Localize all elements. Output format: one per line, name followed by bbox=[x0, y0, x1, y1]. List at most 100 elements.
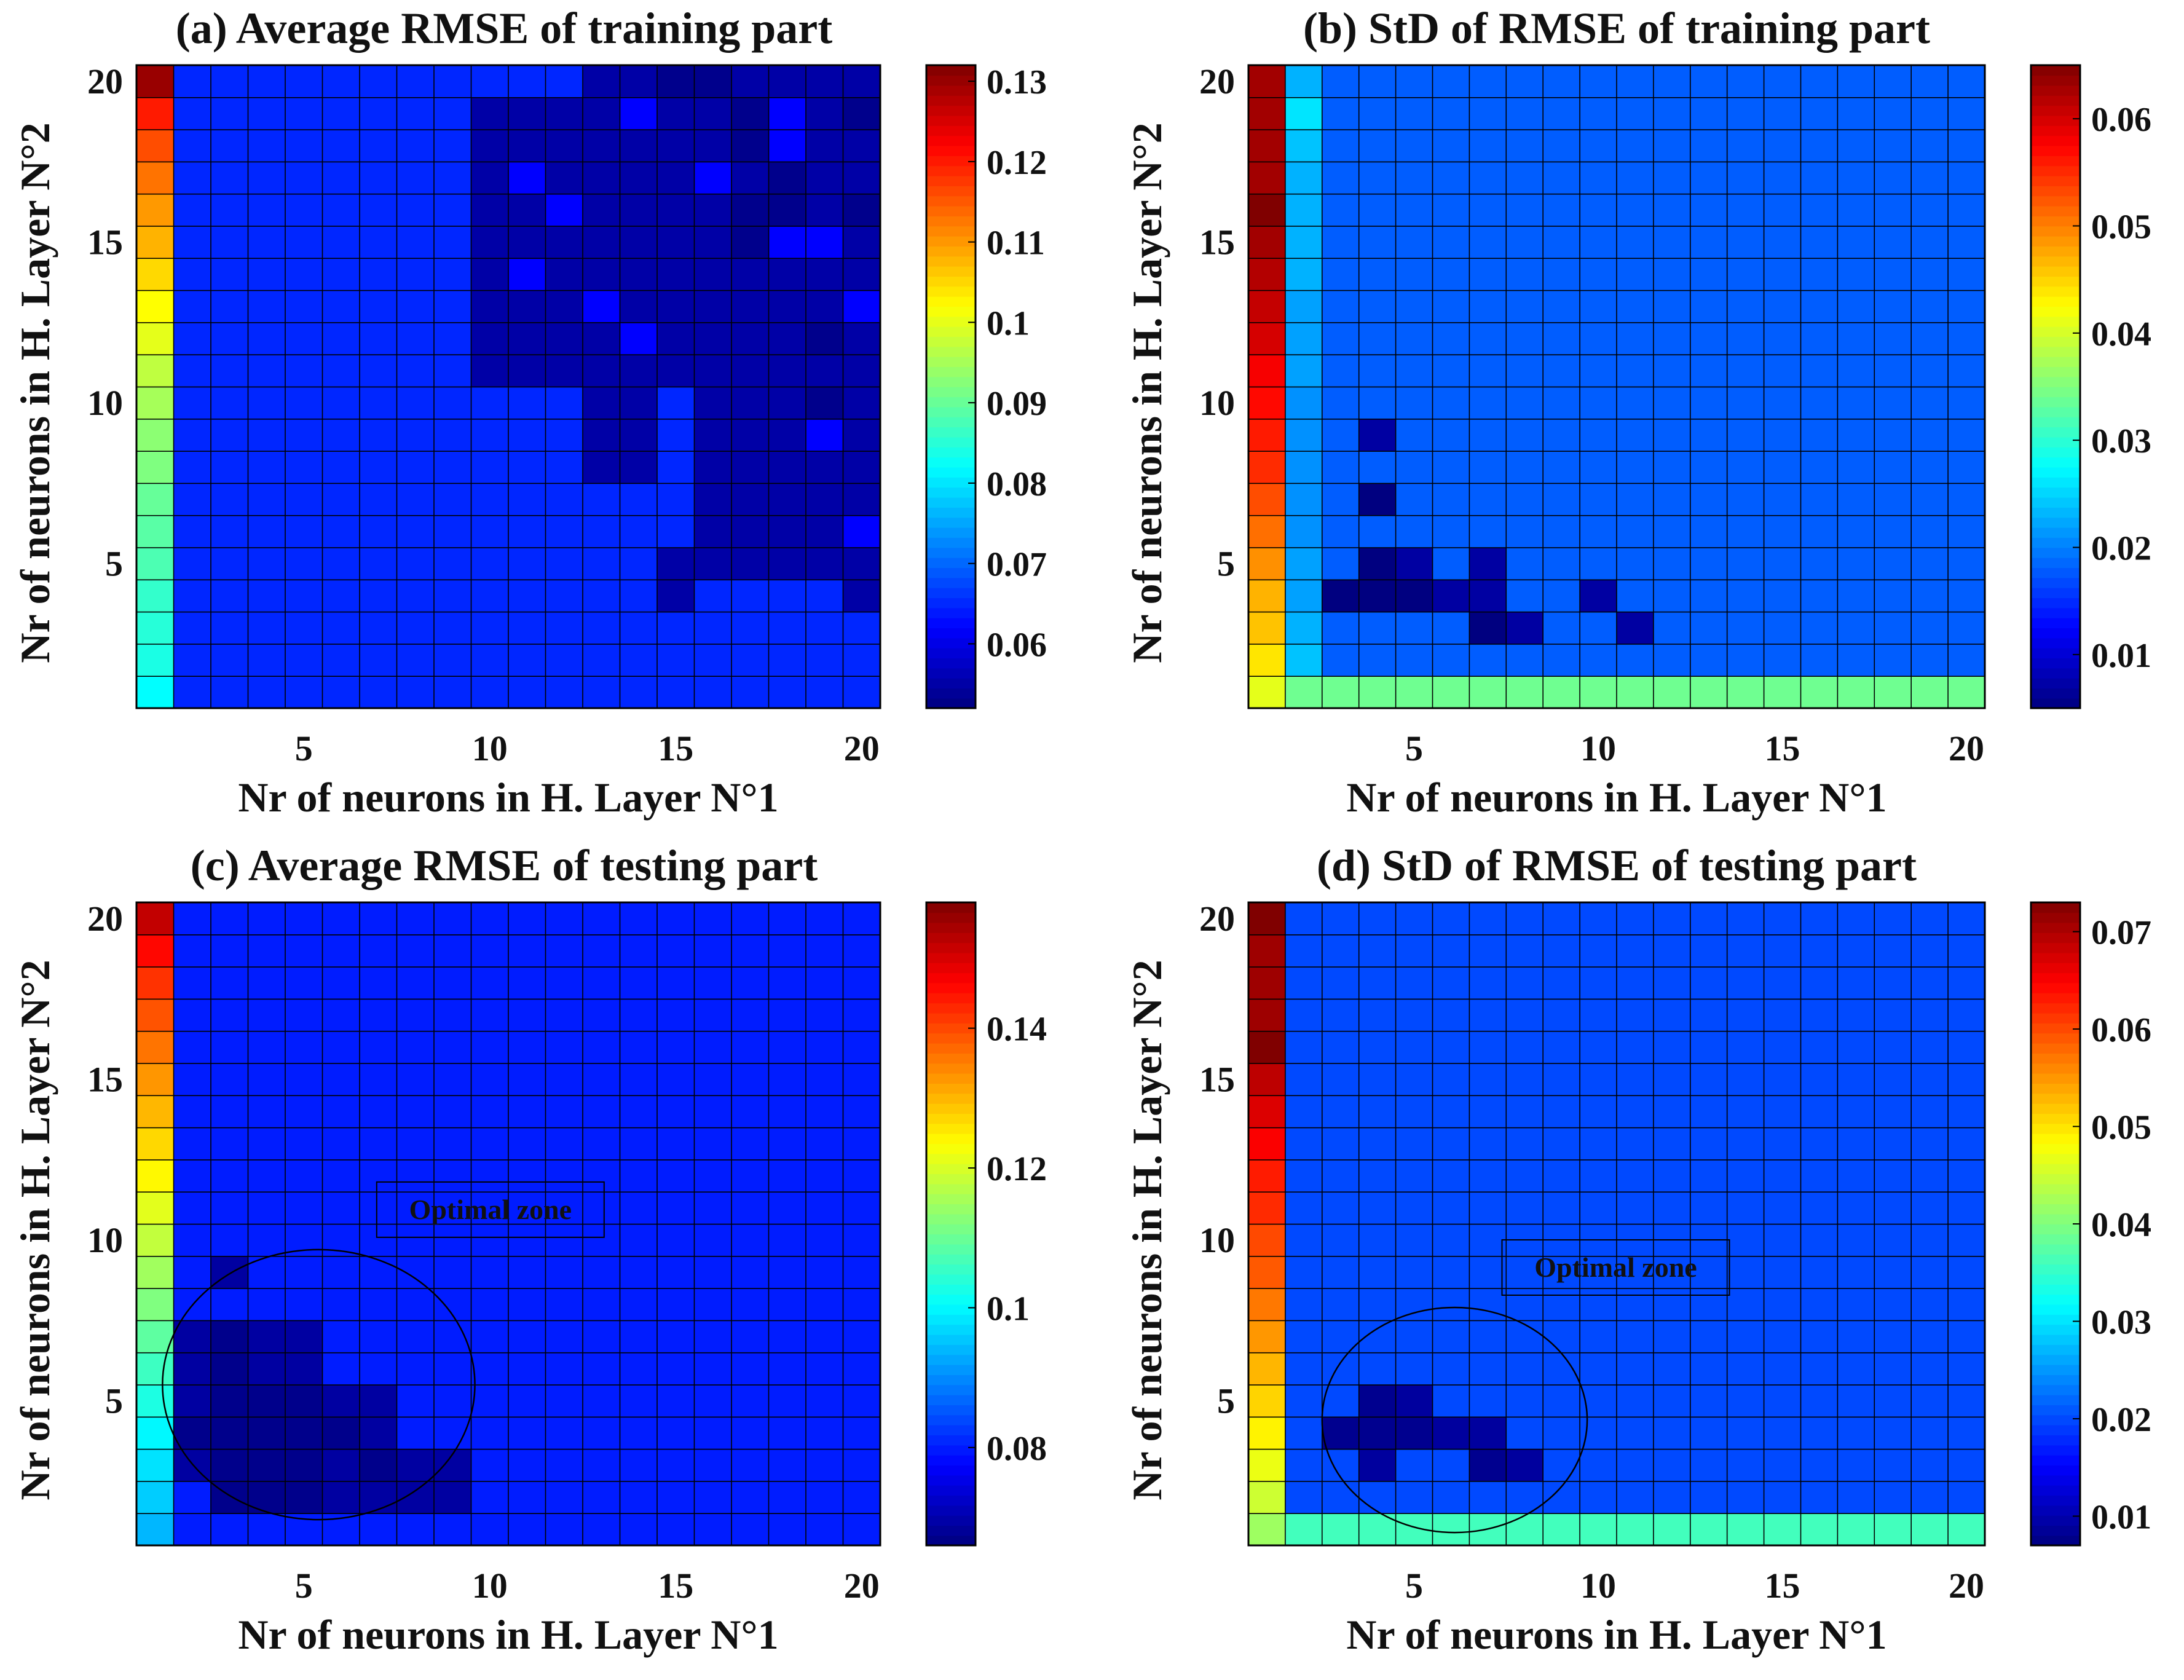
heatmap-cell bbox=[1542, 675, 1581, 709]
heatmap-cell bbox=[247, 1448, 286, 1482]
colorbar-segment bbox=[926, 467, 976, 478]
heatmap-cell bbox=[321, 1191, 361, 1225]
heatmap-cell bbox=[1395, 161, 1433, 195]
heatmap-cell bbox=[545, 128, 584, 163]
heatmap-cell bbox=[619, 1030, 658, 1064]
heatmap-cell bbox=[1468, 321, 1507, 356]
heatmap-cell bbox=[1910, 1255, 1949, 1289]
heatmap-cell bbox=[433, 1352, 472, 1386]
heatmap-cell bbox=[1395, 1191, 1433, 1225]
colorbar-segment bbox=[2031, 467, 2080, 478]
heatmap-cell bbox=[321, 225, 361, 259]
heatmap-cell bbox=[656, 418, 695, 452]
colorbar-segment bbox=[2031, 1264, 2080, 1275]
colorbar-segment bbox=[2031, 1354, 2080, 1365]
heatmap-cell bbox=[173, 225, 212, 259]
heatmap-cell bbox=[805, 1223, 844, 1257]
heatmap-cell bbox=[805, 1480, 844, 1514]
heatmap-cell bbox=[1837, 1448, 1875, 1482]
heatmap-cell bbox=[1505, 450, 1544, 484]
heatmap-cell bbox=[693, 998, 733, 1032]
heatmap-cell bbox=[1322, 643, 1360, 677]
heatmap-cell bbox=[508, 290, 546, 323]
heatmap-cell bbox=[619, 643, 658, 677]
heatmap-cell bbox=[247, 1480, 286, 1514]
heatmap-cell bbox=[1763, 1191, 1802, 1225]
colorbar-segment bbox=[926, 1123, 976, 1134]
heatmap-cell bbox=[693, 450, 733, 484]
colorbar-segment bbox=[926, 1254, 976, 1265]
heatmap-cell bbox=[619, 1287, 658, 1322]
heatmap-cell bbox=[1910, 546, 1949, 581]
heatmap-cell bbox=[1910, 1062, 1949, 1097]
heatmap-cell bbox=[1395, 386, 1433, 420]
heatmap-cell bbox=[508, 483, 546, 516]
x-axis-label: Nr of neurons in H. Layer N°1 bbox=[1346, 774, 1886, 821]
heatmap-cell bbox=[247, 321, 286, 356]
heatmap-cell bbox=[1322, 128, 1360, 163]
heatmap-cell bbox=[656, 1191, 695, 1225]
heatmap-cell bbox=[396, 1127, 435, 1161]
heatmap-cell bbox=[731, 161, 770, 195]
heatmap-cell bbox=[1726, 966, 1765, 1000]
colorbar-segment bbox=[926, 1023, 976, 1034]
heatmap-cell bbox=[545, 1223, 584, 1257]
heatmap-cell bbox=[210, 450, 249, 484]
heatmap-cell bbox=[768, 966, 807, 1000]
heatmap-cell bbox=[1468, 515, 1507, 548]
heatmap-cell bbox=[247, 353, 286, 388]
heatmap-cell bbox=[173, 675, 212, 709]
heatmap-cell bbox=[1395, 65, 1433, 98]
heatmap-cell bbox=[1874, 1416, 1912, 1450]
heatmap-cell bbox=[1579, 1095, 1618, 1129]
heatmap-cell bbox=[1579, 257, 1618, 291]
heatmap-cell bbox=[1579, 1352, 1618, 1386]
heatmap-cell bbox=[1726, 998, 1765, 1032]
heatmap-cell bbox=[582, 418, 621, 452]
heatmap-cell bbox=[582, 1480, 621, 1514]
heatmap-cell bbox=[1322, 1127, 1360, 1161]
heatmap-cell bbox=[1248, 1095, 1287, 1129]
colorbar-segment bbox=[926, 387, 976, 398]
heatmap-cell bbox=[136, 1127, 175, 1161]
heatmap-cell bbox=[1837, 902, 1875, 936]
colorbar-segment bbox=[2031, 698, 2080, 709]
colorbar-segment bbox=[926, 156, 976, 167]
colorbar-segment bbox=[2031, 1485, 2080, 1496]
heatmap-cell bbox=[693, 386, 733, 420]
heatmap-cell bbox=[1432, 1512, 1470, 1547]
heatmap-cell bbox=[1874, 675, 1912, 709]
colorbar-segment bbox=[2031, 436, 2080, 448]
heatmap-cell bbox=[1468, 1127, 1507, 1161]
heatmap-cell bbox=[1910, 1512, 1949, 1547]
heatmap-cell bbox=[1690, 225, 1729, 259]
heatmap-cell bbox=[359, 386, 398, 420]
heatmap-cell bbox=[1248, 675, 1287, 709]
heatmap-cell bbox=[805, 418, 844, 452]
heatmap-cell bbox=[210, 353, 249, 388]
heatmap-cell bbox=[1653, 1384, 1692, 1418]
heatmap-cell bbox=[1837, 1191, 1875, 1225]
heatmap-cell bbox=[210, 1416, 249, 1450]
heatmap-cell bbox=[285, 1159, 323, 1193]
colorbar-segment bbox=[926, 1103, 976, 1114]
colorbar-segment bbox=[926, 356, 976, 368]
heatmap-cell bbox=[1800, 225, 1839, 259]
heatmap-cell bbox=[693, 966, 733, 1000]
colorbar-segment bbox=[926, 145, 976, 156]
heatmap-cell bbox=[1248, 578, 1287, 613]
heatmap-cell bbox=[1690, 1255, 1729, 1289]
colorbar-segment bbox=[926, 296, 976, 307]
heatmap-cell bbox=[1285, 998, 1323, 1032]
heatmap-cell bbox=[1800, 1352, 1839, 1386]
colorbar-segment bbox=[926, 326, 976, 337]
heatmap-cell bbox=[1763, 1352, 1802, 1386]
heatmap-cell bbox=[619, 321, 658, 356]
heatmap-cell bbox=[359, 1062, 398, 1097]
heatmap-cell bbox=[1726, 578, 1765, 613]
heatmap-cell bbox=[470, 483, 510, 516]
heatmap-cell bbox=[285, 1287, 323, 1322]
heatmap-cell bbox=[656, 643, 695, 677]
y-tick-label: 5 bbox=[1217, 544, 1235, 584]
heatmap-cell bbox=[1653, 1352, 1692, 1386]
